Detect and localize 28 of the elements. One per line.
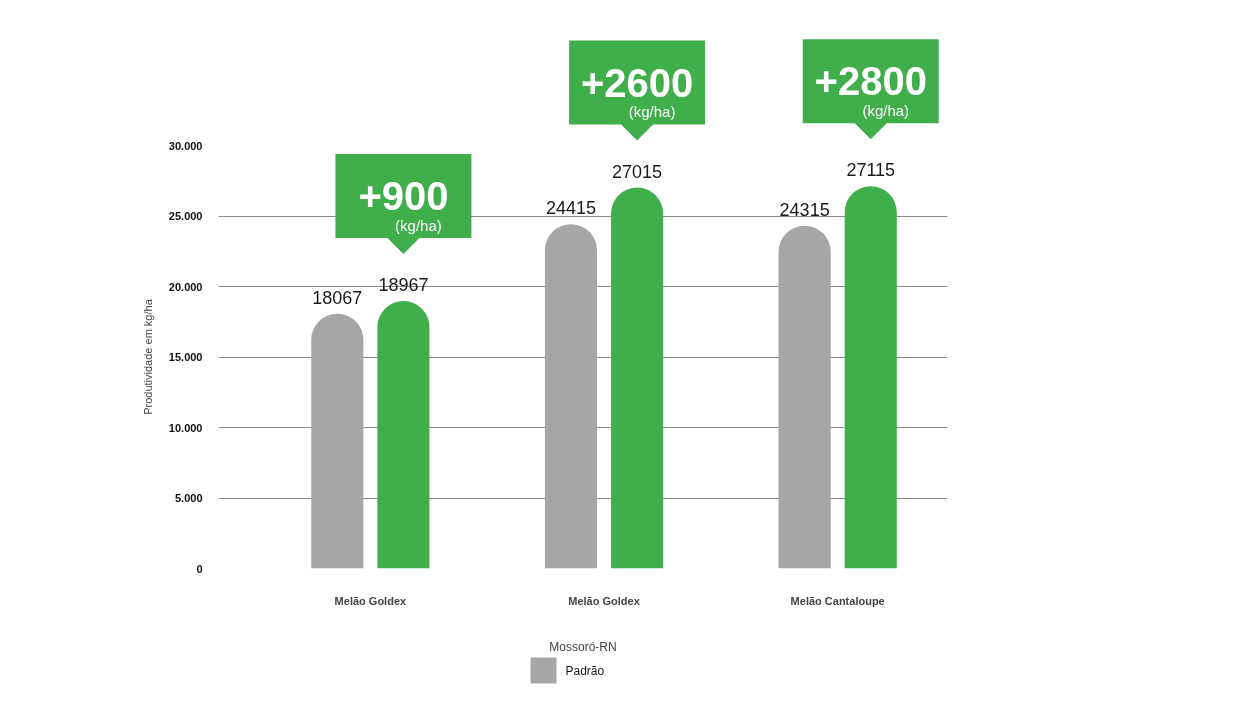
y-tick-label: 0 [196, 562, 203, 575]
bar [778, 225, 831, 569]
y-tick-label: 20.000 [168, 280, 203, 293]
y-tick-label: 10.000 [168, 421, 203, 434]
x-tick-label: Melão Cantaloupe [790, 594, 885, 607]
data-label: 18067 [312, 287, 363, 308]
bar [544, 224, 598, 569]
y-tick-label: 25.000 [168, 210, 203, 222]
data-label: 27015 [612, 161, 663, 182]
bar [311, 313, 364, 569]
data-label: 27115 [846, 160, 896, 181]
text: +2600 (kg/ha) [580, 60, 694, 121]
x-axis-title: Mossoró-RN [549, 639, 617, 654]
data-label: 24415 [545, 198, 596, 219]
y-tick-label: 5.000 [174, 492, 203, 504]
text: +2800 (kg/ha) [814, 59, 927, 119]
bar [377, 301, 430, 569]
data-label: 18967 [378, 275, 429, 296]
bar [844, 186, 897, 569]
y-axis-title: Produtividade em kg/ha [141, 298, 154, 415]
y-tick-label: 15.000 [168, 351, 203, 363]
data-label: 24315 [779, 199, 830, 220]
bar [611, 187, 664, 569]
legend-label: Padrão [565, 663, 605, 678]
x-tick-label: Melão Goldex [568, 594, 641, 607]
annotation: +900 (kg/ha) [358, 174, 449, 234]
x-tick-label: Melão Goldex [334, 594, 408, 607]
y-tick-label: 30.000 [168, 139, 203, 152]
